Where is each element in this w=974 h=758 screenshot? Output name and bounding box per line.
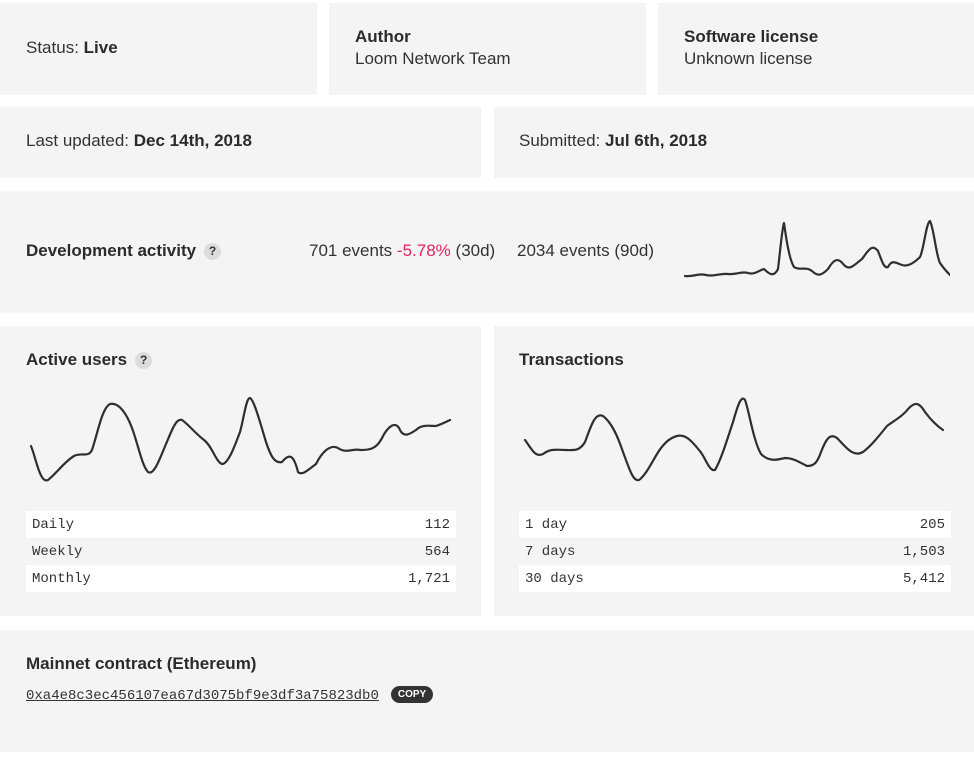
active-users-card: Active users? Daily 112 Weekly 564 Month… [0,326,481,616]
table-row: Weekly 564 [26,538,456,565]
active-users-title-line: Active users? [26,350,153,370]
transactions-card: Transactions 1 day 205 7 days 1,503 30 d… [494,326,974,616]
transactions-title: Transactions [519,350,624,369]
submitted-label: Submitted: [519,131,601,150]
help-icon[interactable]: ? [204,243,222,261]
contract-address-link[interactable]: 0xa4e8c3ec456107ea67d3075bf9e3df3a75823d… [26,688,379,704]
table-row: Daily 112 [26,511,456,538]
last-updated-label: Last updated: [26,131,130,150]
author-value: Loom Network Team [355,49,511,68]
active-users-table: Daily 112 Weekly 564 Monthly 1,721 [26,511,456,592]
status-value: Live [83,38,118,57]
transactions-table: 1 day 205 7 days 1,503 30 days 5,412 [519,511,951,592]
row-label: 1 day [519,511,765,538]
last-updated-card: Last updated: Dec 14th, 2018 [0,107,481,178]
submitted-value: Jul 6th, 2018 [605,131,708,150]
period-30d: (30d) [455,241,496,260]
contract-title: Mainnet contract (Ethereum) [26,654,257,673]
contract-address-line: 0xa4e8c3ec456107ea67d3075bf9e3df3a75823d… [26,686,434,704]
dev-activity-line [684,219,950,278]
dev-activity-sparkline [684,219,950,278]
row-label: Weekly [32,543,83,560]
row-value: 564 [424,543,450,560]
last-updated-value: Dec 14th, 2018 [133,131,252,150]
events-90d: 2034 events (90d) [517,241,655,260]
dev-activity-title: Development activity [26,241,197,260]
status-line: Status: Live [26,38,118,58]
row-label: 30 days [519,565,765,592]
contract-card: Mainnet contract (Ethereum) 0xa4e8c3ec45… [0,630,974,752]
row-value: 1,503 [902,543,945,560]
active-users-line [29,396,452,482]
row-label: 7 days [525,543,576,560]
last-updated-line: Last updated: Dec 14th, 2018 [26,131,252,151]
author-label: Author [355,27,411,46]
transactions-line [523,397,945,482]
author-card: Author Loom Network Team [329,3,646,95]
table-row: Monthly 1,721 [26,565,456,592]
copy-button[interactable]: COPY [390,686,434,704]
active-users-sparkline [29,396,452,482]
transactions-sparkline [523,397,945,482]
change-30d: -5.78% [396,241,451,260]
status-label: Status: [26,38,79,57]
row-label: Daily [26,511,270,538]
row-value: 112 [269,511,456,538]
license-value: Unknown license [684,49,813,68]
submitted-card: Submitted: Jul 6th, 2018 [494,107,974,178]
row-value: 1,721 [269,565,456,592]
table-row: 30 days 5,412 [519,565,951,592]
dev-activity-title-line: Development activity? [26,241,222,261]
active-users-title: Active users [26,350,128,369]
submitted-line: Submitted: Jul 6th, 2018 [519,131,707,151]
row-label: Monthly [26,565,270,592]
events-30d: 701 events [309,241,393,260]
row-value: 205 [764,511,951,538]
license-card: Software license Unknown license [658,3,974,95]
dev-activity-card: Development activity? 701 events -5.78% … [0,191,974,313]
table-row: 1 day 205 [519,511,951,538]
license-label: Software license [684,27,819,46]
row-value: 5,412 [764,565,951,592]
table-row: 7 days 1,503 [519,538,951,565]
dev-activity-30d: 701 events -5.78% (30d) [309,241,495,261]
help-icon[interactable]: ? [135,352,153,370]
status-card: Status: Live [0,3,317,95]
